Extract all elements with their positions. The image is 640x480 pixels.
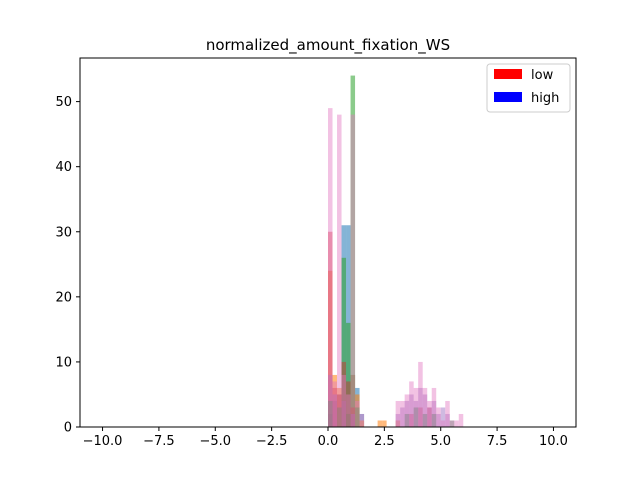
histogram-bar-series6-bin0	[328, 400, 333, 427]
histogram-bar-series6-bin1	[337, 407, 342, 427]
x-tick-label: 2.5	[374, 434, 395, 449]
histogram-bar-series1-bin10	[395, 420, 401, 427]
histogram-bar-series4-bin2	[341, 400, 347, 427]
histogram-bar-series5-bin10	[404, 394, 410, 427]
histogram-bar-series6-bin3	[404, 413, 410, 427]
histogram-bar-series1-bin7	[359, 420, 365, 427]
histogram-bar-series5-bin14	[422, 387, 428, 427]
legend-swatch-low	[494, 69, 522, 79]
histogram-bar-series4-bin0	[328, 374, 333, 427]
histogram-bar-series5-bin7	[359, 413, 365, 427]
histogram-bar-series3-bin7	[418, 407, 423, 427]
histogram-bar-series4-bin4	[395, 413, 401, 427]
histogram-bar-series4-bin6	[404, 400, 410, 427]
histogram-bar-series5-bin22	[458, 413, 464, 427]
histogram-bar-series5-bin9	[400, 400, 405, 427]
histogram-bar-series5-bin5	[350, 114, 356, 428]
histogram-bar-series5-bin8	[395, 400, 401, 427]
histogram-bar-series1-bin0	[328, 270, 333, 427]
histogram-bar-series5-bin6	[355, 400, 360, 427]
histogram-bar-series5-bin2	[337, 114, 342, 428]
y-tick-label: 10	[55, 355, 72, 370]
histogram-bar-series3-bin4	[346, 381, 351, 427]
y-tick-label: 20	[55, 290, 72, 305]
histogram-bar-series6-bin6	[431, 413, 437, 427]
legend-swatch-high	[494, 92, 522, 102]
histogram-bar-series3-bin8	[427, 407, 432, 427]
histogram-bar-series4-bin14	[440, 407, 446, 427]
histogram-bar-series3-bin6	[409, 413, 414, 427]
histogram-bar-series5-bin0	[328, 108, 333, 428]
x-tick-label: 5.0	[430, 434, 451, 449]
histogram-bar-series5-bin11	[409, 381, 414, 427]
y-tick-label: 0	[64, 421, 72, 436]
legend: low high	[486, 63, 571, 113]
histogram-bar-series5-bin15	[427, 400, 432, 427]
x-tick-label: −10.0	[83, 434, 123, 449]
x-axis: −10.0 −7.5 −5.0 −2.5 0.0 2.5 5.0 7.5 10.0	[83, 427, 568, 449]
x-tick-label: −2.5	[256, 434, 288, 449]
legend-label-low: low	[531, 68, 554, 83]
histogram-bar-series1-bin8	[377, 420, 383, 427]
histogram-bar-series5-bin12	[413, 387, 419, 427]
histogram-bar-series6-bin7	[449, 420, 455, 427]
y-tick-label: 50	[55, 95, 72, 110]
histogram-bar-series4-bin9	[418, 387, 423, 427]
histogram-bar-series1-bin1	[332, 374, 338, 427]
histogram-bar-series5-bin3	[341, 374, 347, 427]
x-tick-label: 0.0	[318, 434, 339, 449]
histogram-bar-series2-bin1	[346, 322, 351, 427]
histogram-bar-series5-bin4	[346, 394, 351, 427]
y-tick-label: 30	[55, 225, 72, 240]
histogram-bar-series5-bin1	[332, 381, 338, 427]
histogram-bar-series6-bin2	[346, 413, 351, 427]
histogram-bar-series4-bin5	[400, 407, 405, 427]
histogram-bar-series4-bin15	[445, 413, 450, 427]
histogram-bar-series4-bin10	[422, 394, 428, 427]
histogram-bar-series6-bin4	[413, 407, 419, 427]
y-tick-label: 40	[55, 160, 72, 175]
histogram-bar-series5-bin16	[431, 387, 437, 427]
histogram-bar-series5-bin20	[449, 420, 455, 427]
histogram-bar-series2-bin3	[355, 407, 360, 427]
y-axis: 0 10 20 30 40 50	[55, 95, 80, 436]
histogram-bar-series1-bin9	[382, 420, 387, 427]
histogram-bar-series4-bin3	[350, 413, 356, 427]
histogram-bar-series3-bin1	[332, 387, 338, 427]
x-tick-label: 7.5	[487, 434, 508, 449]
histogram-bar-series3-bin5	[350, 407, 356, 427]
x-tick-label: −7.5	[143, 434, 175, 449]
histogram-bar-series6-bin5	[422, 413, 428, 427]
histogram-bar-series5-bin19	[445, 400, 450, 427]
histogram-bar-series2-bin2	[350, 75, 356, 427]
chart-title: normalized_amount_fixation_WS	[206, 36, 450, 55]
histogram-bar-series2-bin0	[341, 257, 347, 427]
histogram-bar-series1-bin2	[337, 387, 342, 427]
histogram-bar-series5-bin13	[418, 361, 423, 427]
histogram-bar-series4-bin13	[436, 413, 441, 427]
histogram-bar-series3-bin2	[337, 394, 342, 427]
histogram-bar-series4-bin8	[413, 400, 419, 427]
legend-label-high: high	[531, 91, 559, 106]
histogram-bar-series3-bin0	[328, 231, 333, 427]
histogram-bar-series5-bin17	[436, 407, 441, 427]
histogram-bar-series5-bin21	[454, 420, 459, 427]
histogram-bar-series4-bin11	[427, 407, 432, 427]
histogram-bar-series3-bin3	[341, 361, 347, 427]
histogram-bar-series4-bin7	[409, 394, 414, 427]
histogram-bar-series4-bin12	[431, 400, 437, 427]
x-tick-label: −5.0	[199, 434, 231, 449]
histogram-bar-series4-bin1	[332, 394, 338, 427]
histogram-bar-series5-bin18	[440, 420, 446, 427]
x-tick-label: 10.0	[539, 434, 568, 449]
histogram-bars	[328, 75, 464, 428]
